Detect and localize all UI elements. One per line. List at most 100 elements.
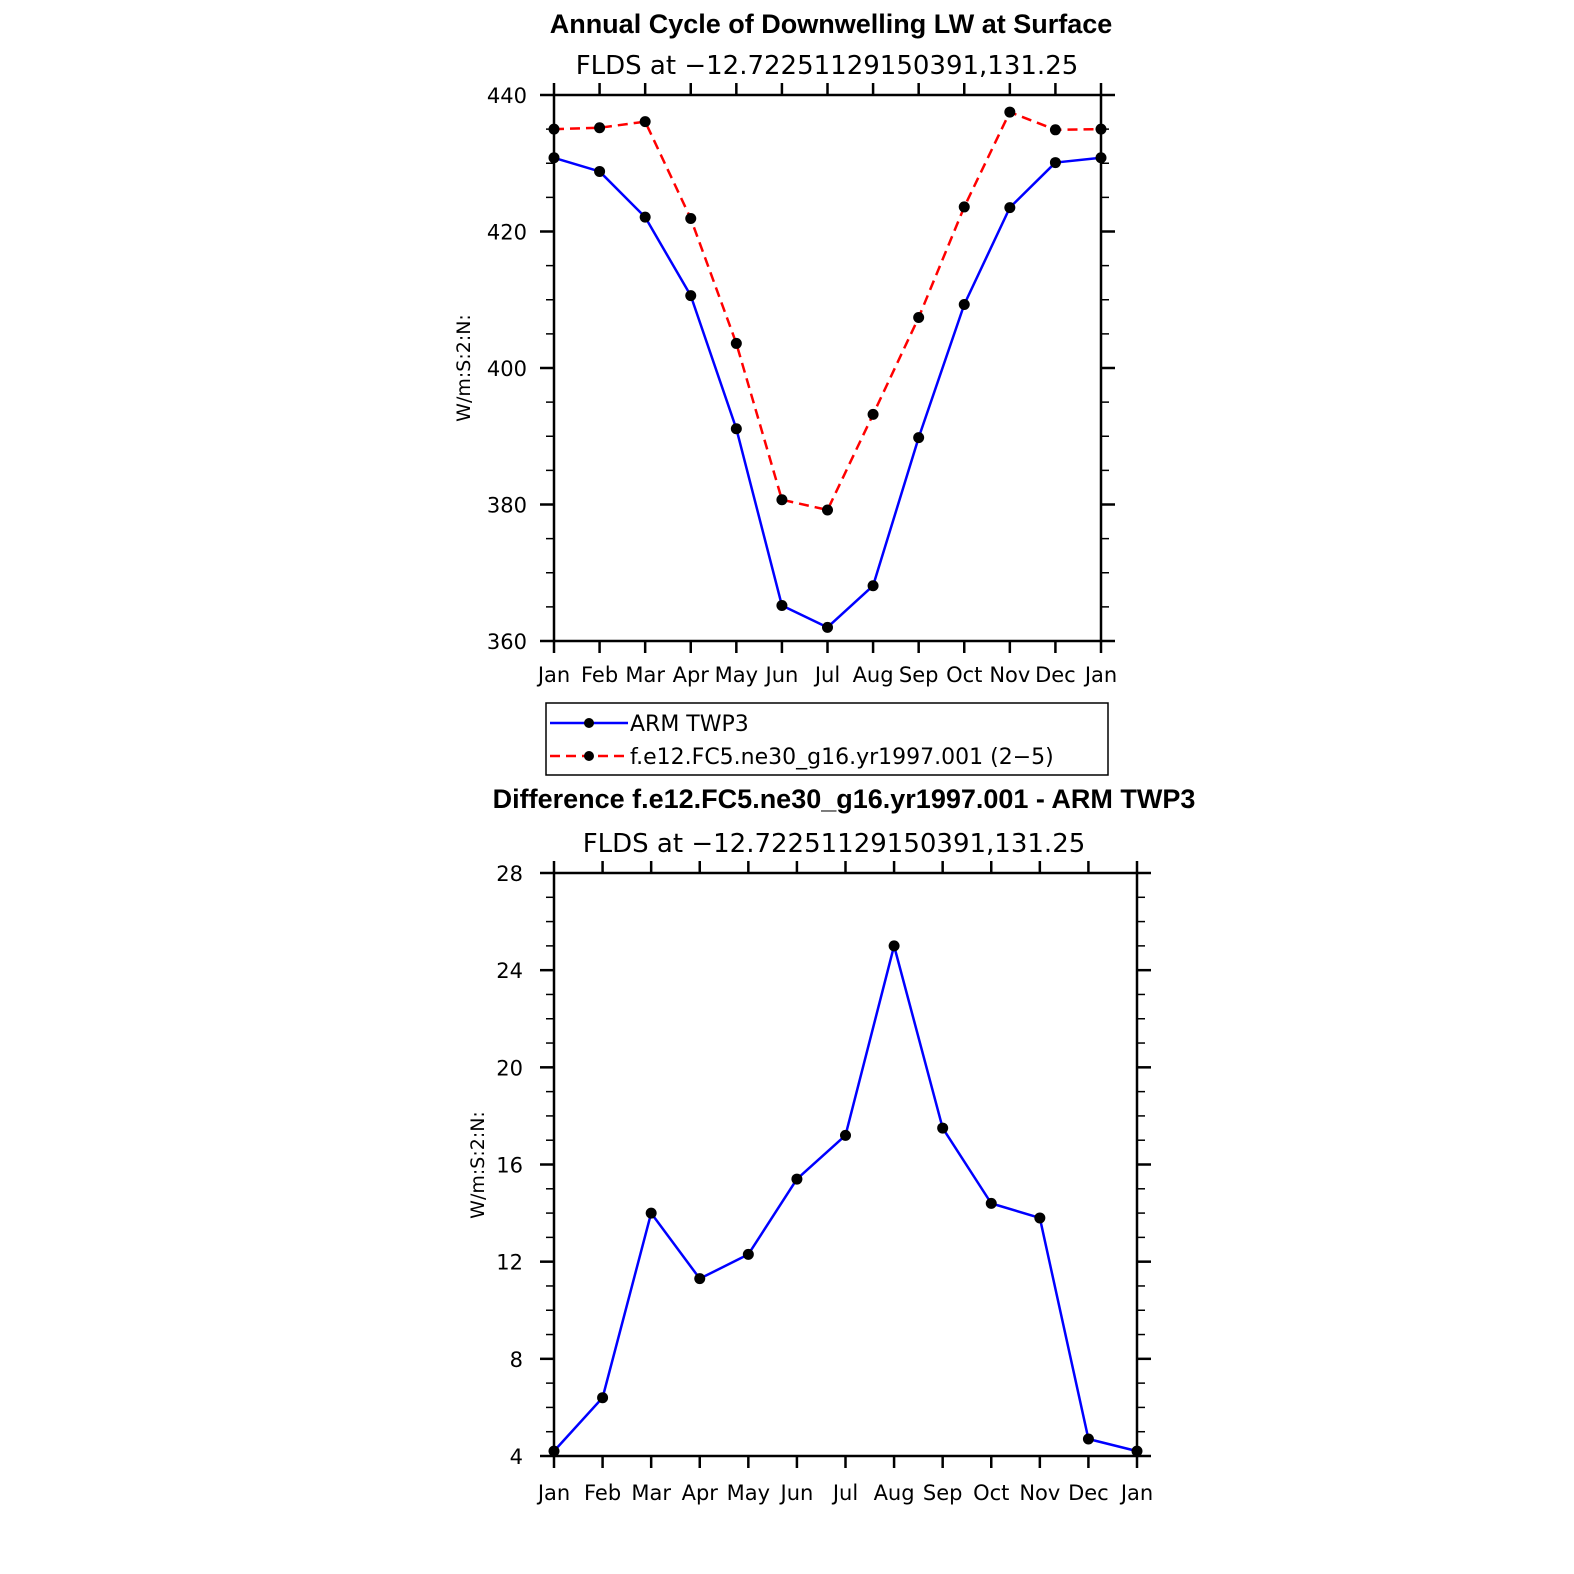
legend-marker-model [584, 751, 594, 761]
y-tick-label: 360 [487, 630, 527, 654]
data-point [1034, 1212, 1046, 1224]
axes [552, 871, 1139, 1458]
x-tick-label: Dec [1035, 663, 1076, 687]
data-point [639, 211, 651, 223]
series [548, 106, 1107, 633]
y-tick-label: 420 [487, 221, 527, 245]
x-tick-label: Mar [631, 1481, 671, 1505]
ticks: Jan Feb Mar Apr May Jun Jul Aug Sep Oct Nov Dec Jan 3… [487, 83, 1117, 687]
y-axis-label: W/m:S:2:N: [453, 314, 475, 422]
y-tick-label: 24 [496, 959, 523, 983]
annual-cycle-chart: Annual Cycle of Downwelling LW at Surfac… [453, 9, 1117, 776]
x-tick-label: Aug [874, 1481, 915, 1505]
x-tick-label: May [715, 663, 758, 687]
x-tick-label: Jul [813, 663, 840, 687]
data-point [985, 1197, 997, 1209]
data-point [1004, 202, 1016, 214]
x-tick-label: Aug [853, 663, 894, 687]
legend: ARM TWP3 f.e12.FC5.ne30_g16.yr1997.001 (… [545, 702, 1109, 776]
y-tick-label: 4 [510, 1445, 523, 1469]
y-tick-label: 16 [496, 1154, 523, 1178]
legend-label-arm: ARM TWP3 [630, 712, 749, 737]
data-point [937, 1122, 949, 1134]
legend-box [545, 702, 1109, 776]
x-tick-label: Jan [1083, 663, 1117, 687]
x-tick-label: Feb [584, 1481, 621, 1505]
data-point [685, 213, 697, 225]
x-tick-label: Jul [831, 1481, 858, 1505]
x-tick-label: Nov [1019, 1481, 1060, 1505]
x-tick-label: Apr [682, 1481, 719, 1505]
data-point [1095, 123, 1107, 135]
data-point [822, 504, 833, 516]
x-tick-label: Jan [536, 663, 570, 687]
y-tick-label: 20 [496, 1056, 523, 1080]
series-line [553, 944, 1138, 1453]
data-point [594, 165, 606, 177]
x-tick-label: Oct [946, 663, 982, 687]
x-tick-label: Apr [673, 663, 710, 687]
data-point [548, 1445, 560, 1457]
x-tick-label: Sep [923, 1481, 963, 1505]
series-line [553, 110, 1102, 512]
data-point [1131, 1445, 1143, 1457]
data-point [730, 423, 742, 435]
y-tick-label: 380 [487, 494, 527, 518]
data-point [1082, 1433, 1094, 1445]
data-point [694, 1273, 706, 1285]
plot-frame [552, 93, 1103, 643]
x-tick-label: Mar [625, 663, 665, 687]
data-point [597, 1392, 609, 1404]
x-tick-label: Dec [1068, 1481, 1109, 1505]
data-point [867, 580, 879, 592]
legend-marker-arm [584, 718, 594, 728]
chart-subtitle: FLDS at −12.72251129150391,131.25 [583, 829, 1086, 859]
data-point [958, 201, 970, 213]
data-point [548, 123, 560, 135]
x-tick-label: Jan [1119, 1481, 1153, 1505]
chart-subtitle: FLDS at −12.72251129150391,131.25 [576, 51, 1079, 81]
x-tick-label: Nov [989, 663, 1030, 687]
data-point [639, 116, 651, 128]
y-tick-label: 8 [510, 1348, 523, 1372]
x-tick-label: Jun [764, 663, 799, 687]
data-point [822, 621, 833, 633]
x-tick-label: Oct [973, 1481, 1009, 1505]
data-point [776, 600, 788, 612]
data-point [548, 152, 560, 164]
data-point [1095, 152, 1107, 164]
data-point [730, 337, 742, 349]
x-tick-label: Jun [779, 1481, 814, 1505]
y-tick-label: 28 [496, 862, 523, 886]
data-point [645, 1207, 657, 1219]
data-point [888, 940, 900, 952]
data-point [867, 408, 879, 420]
data-point [958, 299, 970, 311]
data-point [742, 1248, 754, 1260]
data-point [913, 311, 925, 323]
ticks: Jan Feb Mar Apr May Jun Jul Aug Sep Oct Nov Dec Jan 4… [496, 861, 1153, 1505]
y-tick-label: 12 [496, 1251, 523, 1275]
data-point [594, 122, 606, 134]
chart-title: Difference f.e12.FC5.ne30_g16.yr1997.001… [493, 784, 1196, 814]
chart-title: Annual Cycle of Downwelling LW at Surfac… [550, 9, 1113, 39]
x-tick-label: Sep [899, 663, 939, 687]
y-axis-label: W/m:S:2:N: [467, 1111, 489, 1219]
x-tick-label: Feb [581, 663, 618, 687]
x-tick-label: Jan [536, 1481, 570, 1505]
data-point [840, 1129, 851, 1141]
series [548, 940, 1143, 1457]
y-tick-label: 400 [487, 357, 527, 381]
x-tick-label: May [727, 1481, 770, 1505]
data-point [1049, 124, 1061, 136]
data-point [791, 1173, 803, 1185]
data-point [1049, 157, 1061, 169]
series-line [553, 156, 1102, 629]
data-point [1004, 106, 1016, 118]
difference-chart: Difference f.e12.FC5.ne30_g16.yr1997.001… [467, 784, 1195, 1505]
data-point [776, 494, 788, 506]
data-point [685, 290, 697, 302]
plot-frame [552, 871, 1139, 1458]
y-tick-label: 440 [487, 84, 527, 108]
